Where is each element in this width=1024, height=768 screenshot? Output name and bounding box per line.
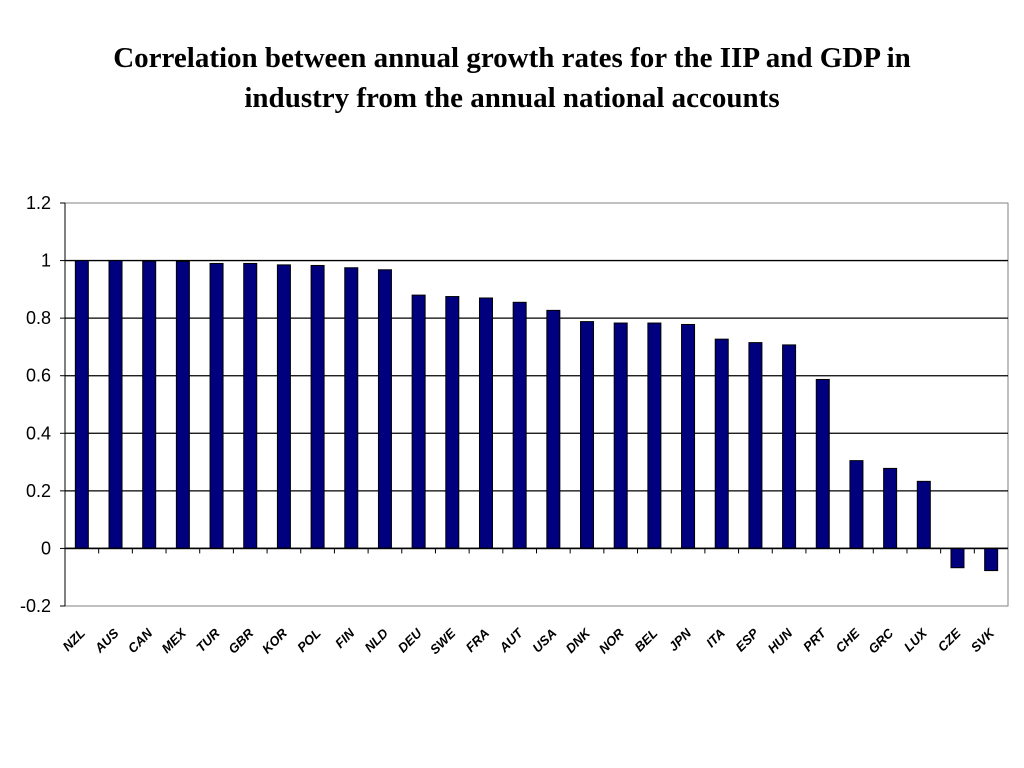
- x-tick-label-gbr: GBR: [225, 625, 256, 656]
- y-tick-label: 0.8: [26, 308, 51, 328]
- bar-swe: [445, 296, 460, 549]
- y-tick-label: 1.2: [26, 193, 51, 213]
- bar-grc: [883, 467, 898, 549]
- x-tick-label-svk: SVK: [968, 624, 999, 655]
- x-tick-label-hun: HUN: [765, 625, 796, 656]
- bar-deu: [411, 294, 426, 549]
- bar-tur: [209, 262, 224, 549]
- bar-kor: [276, 264, 291, 549]
- y-tick-label: 0.4: [26, 423, 51, 443]
- y-tick-label: 0.6: [26, 366, 51, 386]
- x-tick-label-nld: NLD: [362, 625, 392, 655]
- x-tick-label-kor: KOR: [259, 625, 290, 656]
- bar-ita: [714, 338, 729, 549]
- x-tick-label-mex: MEX: [158, 625, 189, 656]
- x-tick-label-can: CAN: [125, 625, 156, 656]
- bar-fin: [344, 267, 359, 549]
- x-tick-label-fra: FRA: [463, 626, 492, 655]
- bar-hun: [782, 344, 797, 549]
- x-tick-label-nor: NOR: [596, 625, 627, 656]
- x-tick-label-ita: ITA: [703, 626, 728, 651]
- bar-dnk: [580, 321, 595, 549]
- x-tick-label-cze: CZE: [935, 625, 964, 654]
- x-tick-label-bel: BEL: [632, 625, 661, 654]
- bar-prt: [815, 378, 830, 549]
- bar-lux: [916, 480, 931, 549]
- x-tick-label-deu: DEU: [395, 625, 425, 655]
- y-tick-label: 0: [41, 538, 51, 558]
- x-tick-label-esp: ESP: [733, 625, 762, 654]
- chart-title-line-1: Correlation between annual growth rates …: [113, 42, 911, 74]
- plot-area-frame: [64, 202, 1009, 607]
- x-tick-label-che: CHE: [833, 625, 863, 655]
- bar-fra: [478, 297, 493, 549]
- bar-pol: [310, 264, 325, 549]
- bar-nor: [613, 322, 628, 549]
- x-tick-label-nzl: NZL: [59, 625, 88, 654]
- x-tick-label-tur: TUR: [193, 625, 223, 655]
- bar-nld: [377, 269, 392, 549]
- x-tick-label-fin: FIN: [332, 625, 358, 651]
- x-tick-label-swe: SWE: [427, 625, 459, 657]
- chart-title: Correlation between annual growth rates …: [0, 38, 1024, 118]
- chart-title-line-2: industry from the annual national accoun…: [244, 82, 780, 114]
- bar-bel: [647, 322, 662, 549]
- bar-can: [142, 260, 157, 549]
- x-tick-label-pol: POL: [294, 625, 324, 655]
- bar-nzl: [74, 260, 89, 549]
- bar-aus: [108, 260, 123, 549]
- bar-svk: [984, 547, 999, 572]
- x-tick-label-jpn: JPN: [666, 625, 695, 654]
- y-tick-label: -0.2: [20, 596, 51, 616]
- bar-jpn: [681, 323, 696, 549]
- bar-che: [849, 460, 864, 549]
- bar-cze: [950, 547, 965, 569]
- bar-usa: [546, 309, 561, 549]
- bar-mex: [175, 260, 190, 549]
- x-tick-label-aut: AUT: [496, 625, 527, 656]
- x-tick-label-prt: PRT: [800, 625, 830, 655]
- bar-aut: [512, 301, 527, 549]
- x-tick-label-grc: GRC: [865, 625, 896, 656]
- bar-gbr: [243, 262, 258, 549]
- x-tick-label-usa: USA: [529, 626, 559, 656]
- x-tick-label-lux: LUX: [901, 625, 931, 655]
- y-tick-label: 0.2: [26, 481, 51, 501]
- y-tick-label: 1: [41, 251, 51, 271]
- x-tick-label-dnk: DNK: [563, 624, 595, 656]
- bar-esp: [748, 342, 763, 549]
- x-tick-label-aus: AUS: [91, 625, 122, 656]
